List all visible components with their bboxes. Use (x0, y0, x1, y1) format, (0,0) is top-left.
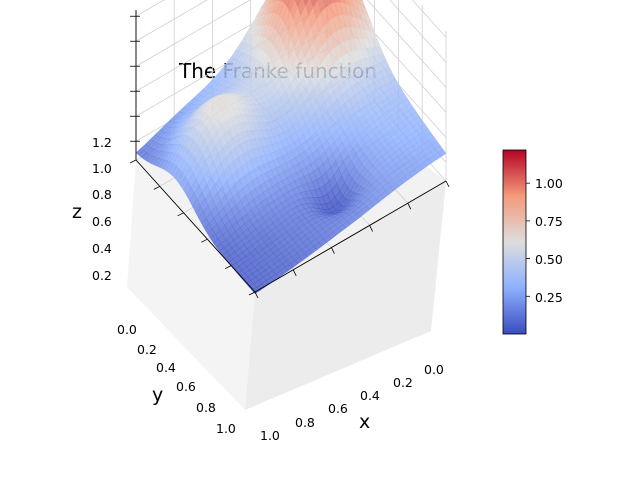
x-tick-label: 0.6 (328, 401, 348, 416)
z-axis-label: z (72, 201, 82, 223)
x-tick-label: 0.0 (424, 362, 444, 377)
y-tick-label: 1.0 (216, 421, 236, 436)
y-tick-label: 0.4 (156, 360, 176, 375)
wall-gridline (135, 0, 208, 42)
wall-gridline (389, 0, 447, 63)
z-tick-label: 0.8 (92, 187, 112, 202)
x-tick-mark (407, 203, 412, 210)
x-tick-label: 0.4 (360, 388, 380, 403)
y-tick-labels: 0.0 0.2 0.4 0.6 0.8 1.0 (117, 322, 236, 436)
colorbar-tick-label: 0.75 (535, 214, 563, 229)
z-tick-label: 1.0 (92, 161, 112, 176)
x-tick-mark (369, 225, 373, 232)
x-tick-label: 1.0 (260, 428, 280, 443)
y-tick-mark (129, 159, 137, 164)
x-tick-mark (331, 247, 335, 254)
y-tick-mark (225, 265, 232, 269)
z-tick-label: 0.4 (92, 241, 112, 256)
x-tick-mark (445, 180, 450, 188)
colorbar: 0.25 0.50 0.75 1.00 (502, 149, 563, 335)
colorbar-tick-label: 0.25 (535, 290, 563, 305)
z-tick-label: 0.2 (92, 268, 112, 283)
right-pane (245, 181, 446, 410)
wall-gridline (135, 0, 251, 67)
franke-surface (135, 0, 447, 295)
x-axis-line (254, 180, 447, 293)
z-tick-labels: 0.2 0.4 0.6 0.8 1.0 1.2 (92, 135, 112, 283)
x-tick-mark (292, 269, 297, 276)
y-axis-line (135, 159, 256, 293)
z-tick-label: 1.2 (92, 135, 112, 150)
y-tick-mark (201, 238, 208, 243)
x-tick-label: 0.2 (393, 375, 413, 390)
wall-gridline (135, 0, 294, 92)
left-pane (127, 160, 255, 410)
x-tick-mark (254, 291, 259, 299)
colorbar-tick-label: 0.50 (535, 252, 563, 267)
wall-gridline (366, 0, 447, 88)
x-tick-labels: 0.0 0.2 0.4 0.6 0.8 1.0 (260, 362, 444, 443)
y-axis-label: y (152, 384, 163, 406)
axis-lines (129, 10, 450, 299)
y-tick-mark (177, 212, 184, 217)
y-tick-mark (248, 291, 256, 296)
z-tick-label: 0.6 (92, 214, 112, 229)
colorbar-tick-label: 1.00 (535, 176, 563, 191)
x-axis-label: x (359, 411, 370, 433)
y-tick-label: 0.0 (117, 322, 137, 337)
colorbar-ticks (526, 182, 530, 297)
y-tick-label: 0.2 (137, 342, 157, 357)
wall-gridline (411, 0, 447, 38)
y-tick-mark (153, 186, 160, 190)
y-tick-label: 0.6 (176, 379, 196, 394)
y-tick-label: 0.8 (196, 400, 216, 415)
x-tick-label: 0.8 (295, 415, 315, 430)
colorbar-gradient-bar (502, 149, 527, 335)
